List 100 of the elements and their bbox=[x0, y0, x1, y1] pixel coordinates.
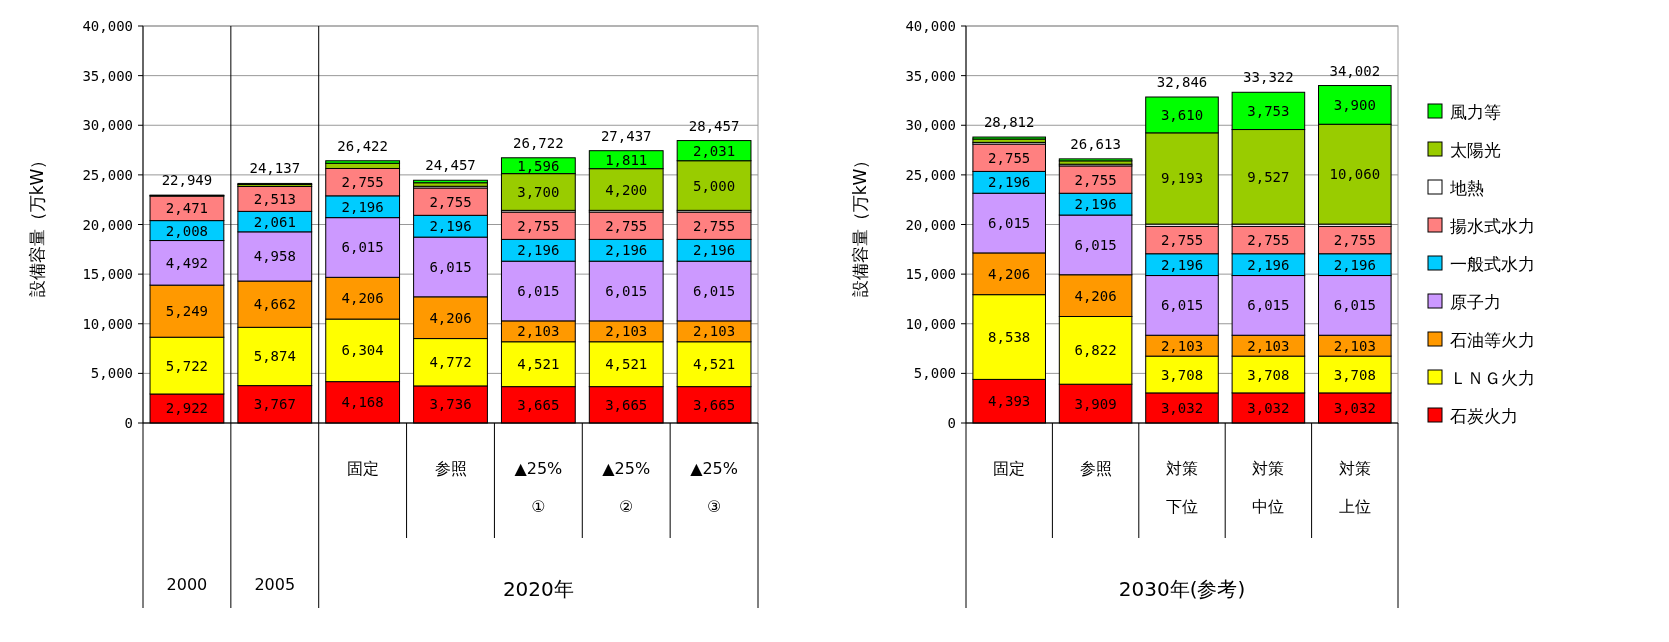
data-label: 3,665 bbox=[605, 396, 648, 413]
x-tick-label: 固定 bbox=[993, 459, 1026, 478]
text: 2000 bbox=[166, 575, 208, 594]
data-label: 1,811 bbox=[605, 151, 648, 168]
data-label: 4,521 bbox=[692, 356, 736, 373]
x-tick-label: 参照 bbox=[434, 459, 467, 478]
data-label: 3,909 bbox=[1074, 395, 1117, 412]
data-label: 3,610 bbox=[1160, 106, 1204, 123]
data-label: 3,708 bbox=[1333, 366, 1376, 383]
total-label: 28,812 bbox=[983, 114, 1035, 131]
y-tick-label: 5,000 bbox=[913, 365, 956, 382]
data-label: 4,521 bbox=[517, 356, 560, 373]
data-label: 2,755 bbox=[605, 217, 648, 234]
legend-label: 石炭火力 bbox=[1450, 406, 1518, 426]
legend-label: 一般式水力 bbox=[1450, 254, 1535, 274]
data-label: 3,032 bbox=[1333, 399, 1376, 416]
y-tick-label: 40,000 bbox=[905, 18, 956, 34]
data-label: 2,196 bbox=[341, 198, 384, 215]
data-label: 2,103 bbox=[692, 323, 736, 340]
data-label: 4,168 bbox=[341, 394, 384, 411]
x-tick-label: ▲25% ① bbox=[514, 459, 563, 516]
data-label: 9,527 bbox=[1247, 168, 1290, 185]
data-label: 10,060 bbox=[1329, 166, 1381, 183]
text: 2005 bbox=[254, 575, 296, 594]
data-label: 4,662 bbox=[253, 296, 296, 313]
total-label: 34,002 bbox=[1329, 62, 1381, 79]
total-label: 24,457 bbox=[425, 157, 476, 174]
data-label: 6,015 bbox=[341, 239, 384, 256]
x-tick-label: 対策下位 bbox=[1166, 459, 1198, 516]
x-tick-label: ▲25% ② bbox=[602, 459, 651, 516]
data-label: 3,032 bbox=[1247, 399, 1290, 416]
x-tick-label: ▲25% ③ bbox=[690, 459, 739, 516]
y-tick-label: 5,000 bbox=[90, 365, 133, 382]
data-label: 2,196 bbox=[692, 242, 736, 259]
y-tick-label: 0 bbox=[947, 415, 956, 431]
data-label: 3,665 bbox=[517, 396, 560, 413]
data-label: 4,393 bbox=[988, 393, 1031, 410]
data-label: 2,755 bbox=[517, 217, 560, 234]
data-label: 6,015 bbox=[988, 215, 1031, 232]
legend-label: 揚水式水力 bbox=[1450, 216, 1535, 236]
y-tick-label: 10,000 bbox=[82, 315, 133, 332]
data-label: 4,492 bbox=[165, 254, 209, 271]
y-axis-title: 設備容量（万kW） bbox=[850, 151, 870, 298]
x-tick-label: 対策上位 bbox=[1338, 459, 1371, 516]
data-label: 2,471 bbox=[165, 200, 209, 217]
data-label: 6,015 bbox=[1074, 236, 1117, 253]
total-label: 26,613 bbox=[1070, 135, 1121, 152]
data-label: 2,196 bbox=[517, 242, 560, 259]
legend-label: 地熱 bbox=[1449, 178, 1484, 198]
data-label: 2,103 bbox=[1247, 337, 1290, 354]
data-label: 6,822 bbox=[1074, 342, 1117, 359]
data-label: 2,755 bbox=[341, 174, 384, 191]
data-label: 3,736 bbox=[429, 396, 472, 413]
total-label: 28,457 bbox=[688, 117, 740, 134]
y-tick-label: 15,000 bbox=[82, 266, 133, 283]
data-label: 6,015 bbox=[429, 258, 472, 275]
data-label: 2,061 bbox=[253, 213, 296, 230]
data-label: 4,958 bbox=[253, 248, 296, 265]
data-label: 6,015 bbox=[1247, 297, 1290, 314]
total-label: 26,422 bbox=[337, 137, 388, 154]
data-label: 2,196 bbox=[1074, 196, 1117, 213]
data-label: 4,521 bbox=[605, 356, 648, 373]
y-tick-label: 30,000 bbox=[82, 117, 133, 134]
data-label: 3,700 bbox=[517, 183, 560, 200]
data-label: 6,304 bbox=[341, 342, 384, 359]
y-tick-label: 25,000 bbox=[82, 166, 133, 183]
data-label: 4,200 bbox=[605, 181, 648, 198]
data-label: 5,874 bbox=[253, 348, 296, 365]
data-label: 2,196 bbox=[1333, 256, 1376, 273]
data-label: 2,196 bbox=[605, 242, 648, 259]
data-label: 3,032 bbox=[1160, 399, 1204, 416]
data-label: 6,015 bbox=[517, 283, 560, 300]
data-label: 6,015 bbox=[605, 283, 648, 300]
data-label: 1,596 bbox=[517, 157, 560, 174]
y-tick-label: 40,000 bbox=[82, 18, 133, 34]
total-label: 24,137 bbox=[249, 160, 301, 177]
data-label: 2,755 bbox=[1074, 171, 1117, 188]
y-tick-label: 35,000 bbox=[905, 67, 956, 84]
x-tick-label: 固定 bbox=[346, 459, 379, 478]
y-axis-title: 設備容量（万kW） bbox=[27, 151, 47, 298]
data-label: 2,196 bbox=[988, 174, 1031, 191]
x-tick-label: 対策中位 bbox=[1252, 459, 1285, 516]
data-label: 2,196 bbox=[1160, 256, 1204, 273]
data-label: 5,000 bbox=[692, 177, 736, 194]
data-label: 4,206 bbox=[1074, 287, 1117, 304]
x-tick-label: 参照 bbox=[1079, 459, 1112, 478]
data-label: 5,249 bbox=[165, 303, 209, 320]
data-label: 2,755 bbox=[988, 149, 1031, 166]
legend-label: 太陽光 bbox=[1450, 140, 1501, 160]
data-label: 2,755 bbox=[1247, 232, 1290, 249]
total-label: 27,437 bbox=[600, 127, 652, 144]
y-tick-label: 15,000 bbox=[905, 266, 956, 283]
legend-label: 石油等火力 bbox=[1450, 330, 1535, 350]
data-label: 2,008 bbox=[165, 222, 209, 239]
data-label: 3,767 bbox=[253, 396, 296, 413]
data-label: 9,193 bbox=[1160, 170, 1204, 187]
data-label: 6,015 bbox=[692, 283, 736, 300]
data-label: 3,665 bbox=[692, 396, 736, 413]
data-label: 3,753 bbox=[1247, 102, 1290, 119]
data-label: 2,103 bbox=[517, 323, 560, 340]
